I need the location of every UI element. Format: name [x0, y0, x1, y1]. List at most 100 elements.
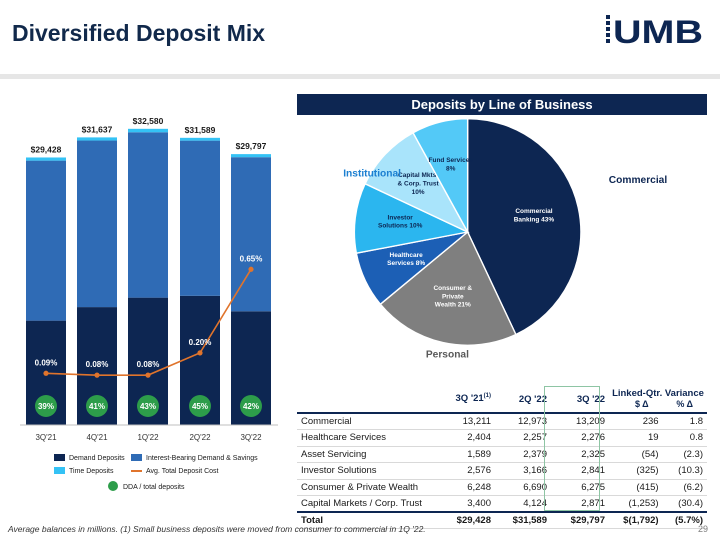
- legend-label: Time Deposits: [69, 468, 114, 475]
- pie-slice-label: Capital Mkts. & Corp. Trust 10%: [398, 172, 440, 196]
- table-cell: 2,871: [581, 498, 605, 509]
- table-cell: Healthcare Services: [301, 432, 387, 444]
- table-cell: Consumer & Private Wealth: [301, 481, 419, 493]
- table-cell: $31,589: [495, 511, 551, 529]
- umb-logo: UMB: [606, 15, 703, 47]
- legend-label: Avg. Total Deposit Cost: [146, 468, 219, 475]
- table-cell: 12,973: [517, 416, 547, 427]
- deposit-bar-chart: $29,428 3Q'21 39% $31,637 4Q'21 41% $32,580 1Q'…: [20, 116, 278, 491]
- deposit-table: 3Q '21(1) 2Q '22 3Q '22 Linked-Qtr. Vari…: [297, 386, 707, 529]
- group-commercial: Commercial: [609, 175, 668, 186]
- table-cell: Total: [297, 511, 431, 529]
- group-institutional: Institutional: [343, 168, 401, 179]
- dda-label: 45%: [192, 402, 208, 411]
- table-cell: 2,576: [467, 465, 491, 477]
- table-cell: 236: [642, 416, 659, 427]
- sub-pct: % Δ: [676, 399, 693, 409]
- table-cell: (6.2): [683, 481, 703, 493]
- table-cell: 2,257: [523, 432, 547, 444]
- bar-2-2: [128, 128, 168, 133]
- pie-title: Deposits by Line of Business: [297, 94, 707, 115]
- bar-1-2: [128, 132, 168, 298]
- cost-point: [248, 266, 254, 272]
- logo-text: UMB: [613, 15, 703, 47]
- pie-slice-label: Commercial Banking 43%: [514, 208, 555, 223]
- title-divider: [0, 74, 720, 79]
- x-tick-label: 3Q'21: [35, 433, 57, 442]
- cost-label: 0.09%: [35, 358, 58, 367]
- dda-bubble: [240, 395, 262, 417]
- col-3q21: 3Q '21: [455, 393, 484, 405]
- x-tick-label: 2Q'22: [189, 433, 211, 442]
- table-cell: (1,253): [628, 498, 659, 509]
- total-label: $29,797: [236, 141, 267, 151]
- col-3q22: 3Q '22: [576, 393, 605, 405]
- table-cell: (54): [641, 448, 659, 460]
- x-tick-label: 4Q'21: [86, 433, 108, 442]
- table-cell: 6,248: [467, 481, 491, 493]
- pie-slice: [412, 118, 469, 233]
- table-cell: (5.7%): [662, 511, 707, 529]
- pie-slice: [379, 230, 517, 346]
- table-cell: (30.4): [678, 498, 703, 509]
- table-cell: (10.3): [678, 465, 703, 477]
- dda-bubble: [189, 395, 211, 417]
- table-cell: 2,379: [523, 448, 547, 460]
- table-cell: $29,428: [431, 511, 495, 529]
- bar-2-1: [77, 137, 117, 141]
- col-variance: Linked-Qtr. Variance: [612, 388, 704, 399]
- table-cell: 3,400: [467, 498, 491, 509]
- dda-label: 41%: [89, 402, 105, 411]
- bar-1-3: [180, 140, 220, 296]
- table-cell: (415): [636, 481, 659, 493]
- table-row: Asset Servicing 1,589 2,379 2,325 (54) (2.3): [297, 446, 707, 463]
- dda-label: 43%: [140, 402, 156, 411]
- table-cell: 13,211: [462, 416, 491, 427]
- cost-label: 0.08%: [86, 360, 109, 369]
- table-cell: $(1,792): [609, 511, 663, 529]
- table-cell: 19: [647, 432, 659, 444]
- total-label: $31,637: [82, 124, 113, 134]
- table-cell: 2,404: [467, 432, 491, 444]
- dda-bubble: [86, 395, 108, 417]
- table-row: Healthcare Services 2,404 2,257 2,276 19 0.8: [297, 430, 707, 446]
- total-label: $32,580: [133, 116, 164, 126]
- legend-swatch: [54, 467, 65, 474]
- cost-label: 0.65%: [240, 254, 263, 263]
- deposits-pie-chart: Commercial Banking 43% Consumer & Private We…: [343, 118, 668, 360]
- table-cell: $29,797: [551, 511, 609, 529]
- legend-label: DDA / total deposits: [123, 484, 185, 491]
- dda-label: 39%: [38, 402, 54, 411]
- cost-label: 0.20%: [189, 338, 212, 347]
- table-cell: 6,275: [581, 481, 605, 493]
- pie-slice: [353, 182, 470, 255]
- pie-slice: [364, 131, 470, 234]
- table-cell: Asset Servicing: [301, 448, 367, 460]
- legend-label: Interest-Bearing Demand & Savings: [146, 455, 258, 462]
- bar-2-3: [180, 137, 220, 141]
- pie-slice: [466, 118, 582, 336]
- table-row: Total $29,428 $31,589 $29,797 $(1,792) (5.7%): [297, 511, 707, 529]
- pie-slice-label: Fund Services 8%: [429, 157, 474, 172]
- dda-bubble: [35, 395, 57, 417]
- pie-slice-label: Healthcare Services 8%: [387, 252, 425, 267]
- legend-swatch: [54, 454, 65, 461]
- sub-dollar: $ Δ: [635, 399, 649, 409]
- page-title: Diversified Deposit Mix: [12, 20, 266, 46]
- pie-slice-label: Investor Solutions 10%: [378, 214, 423, 229]
- col-2q22: 2Q '22: [518, 393, 547, 405]
- table-row: Commercial 13,211 12,973 13,209 236 1.8: [297, 413, 707, 430]
- cost-point: [43, 370, 49, 376]
- table-row: Consumer & Private Wealth 6,248 6,690 6,275…: [297, 479, 707, 496]
- total-label: $29,428: [31, 144, 62, 154]
- table-cell: 1,589: [467, 448, 491, 460]
- cost-label: 0.08%: [137, 360, 160, 369]
- table-row: Investor Solutions 2,576 3,166 2,841 (325) (1…: [297, 463, 707, 479]
- cost-point: [197, 350, 203, 356]
- page-number: 29: [697, 524, 708, 534]
- bar-2-4: [231, 154, 271, 158]
- col-note: (1): [483, 393, 491, 400]
- table-cell: (325): [636, 465, 659, 477]
- table-cell: Commercial: [301, 416, 352, 427]
- x-tick-label: 3Q'22: [240, 433, 262, 442]
